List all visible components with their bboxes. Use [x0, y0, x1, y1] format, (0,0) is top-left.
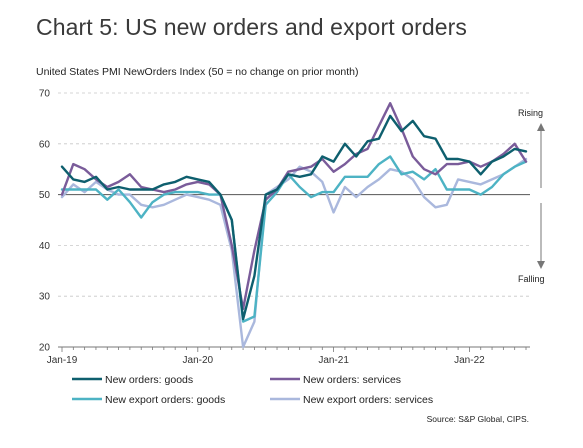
x-tick-label: Jan-19	[47, 355, 78, 366]
y-tick-label: 60	[39, 139, 51, 150]
y-tick-label: 70	[39, 89, 51, 100]
falling-arrow-head	[537, 261, 545, 269]
x-tick-label: Jan-21	[318, 355, 349, 366]
rising-label: Rising	[518, 108, 543, 118]
x-axis: Jan-19 Jan-20 Jan-21 Jan-22	[47, 346, 530, 366]
x-tick-label: Jan-20	[183, 355, 214, 366]
falling-label: Falling	[518, 274, 545, 284]
source-note: Source: S&P Global, CIPS.	[426, 414, 529, 424]
y-tick-label: 40	[39, 241, 51, 252]
y-tick-label: 30	[39, 292, 51, 303]
legend: New orders: goods New orders: services New…	[72, 374, 433, 406]
rising-arrow-head	[537, 123, 545, 131]
y-tick-label: 50	[39, 190, 51, 201]
chart-subtitle: United States PMI NewOrders Index (50 = …	[36, 66, 359, 78]
series-line-3	[60, 155, 528, 323]
series-line-1	[60, 114, 528, 321]
legend-label-1: New orders: goods	[105, 374, 193, 386]
series-lines	[60, 101, 528, 349]
legend-label-3: New export orders: goods	[105, 394, 225, 406]
series-line-2	[60, 101, 528, 311]
chart-title: Chart 5: US new orders and export orders	[36, 14, 467, 40]
x-tick-label: Jan-22	[454, 355, 485, 366]
legend-label-2: New orders: services	[303, 374, 401, 386]
y-tick-label: 20	[39, 343, 51, 354]
y-axis: 20 30 40 50 60 70	[39, 89, 51, 354]
series-line-4	[60, 157, 528, 349]
direction-annotations: Rising Falling	[518, 108, 545, 284]
legend-label-4: New export orders: services	[303, 394, 433, 406]
